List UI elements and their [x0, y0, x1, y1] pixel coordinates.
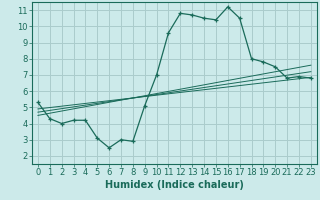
X-axis label: Humidex (Indice chaleur): Humidex (Indice chaleur): [105, 180, 244, 190]
